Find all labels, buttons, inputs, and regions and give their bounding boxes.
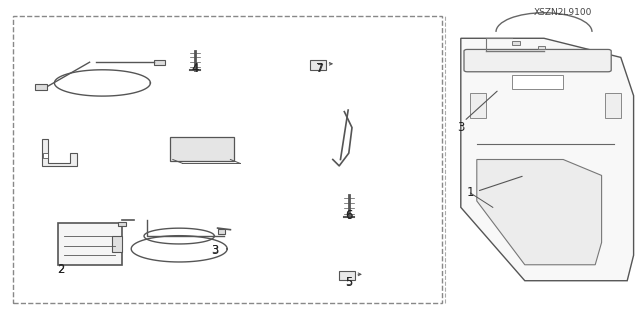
- Polygon shape: [477, 160, 602, 265]
- Bar: [512, 41, 520, 45]
- Text: 2: 2: [57, 263, 65, 276]
- Text: 3: 3: [211, 244, 218, 257]
- Text: 2: 2: [57, 264, 65, 275]
- FancyBboxPatch shape: [170, 137, 234, 161]
- Polygon shape: [461, 38, 634, 281]
- Bar: [605, 93, 621, 118]
- Bar: [310, 60, 326, 70]
- FancyBboxPatch shape: [58, 223, 122, 265]
- Bar: [512, 75, 563, 89]
- Text: 3: 3: [211, 245, 218, 256]
- Bar: [35, 84, 47, 90]
- Text: 5: 5: [346, 277, 352, 287]
- Text: 4: 4: [191, 63, 199, 74]
- Bar: [118, 222, 126, 226]
- Text: XSZN2L9100: XSZN2L9100: [534, 8, 593, 17]
- Bar: [43, 153, 48, 158]
- FancyBboxPatch shape: [464, 49, 611, 72]
- Bar: [112, 236, 122, 252]
- Text: 7: 7: [316, 63, 324, 74]
- Text: 3: 3: [457, 121, 465, 134]
- Bar: [470, 93, 486, 118]
- Polygon shape: [42, 139, 77, 166]
- Bar: [154, 60, 165, 65]
- Bar: [339, 271, 355, 280]
- Bar: [13, 16, 442, 303]
- Text: 7: 7: [316, 62, 324, 75]
- FancyArrowPatch shape: [329, 63, 332, 65]
- FancyArrowPatch shape: [358, 273, 361, 276]
- Text: 5: 5: [345, 276, 353, 289]
- Bar: [538, 46, 545, 49]
- Text: 1: 1: [467, 187, 474, 199]
- Text: 6: 6: [345, 209, 353, 222]
- Text: 4: 4: [191, 62, 199, 75]
- Bar: [218, 229, 225, 234]
- Text: 6: 6: [346, 210, 352, 220]
